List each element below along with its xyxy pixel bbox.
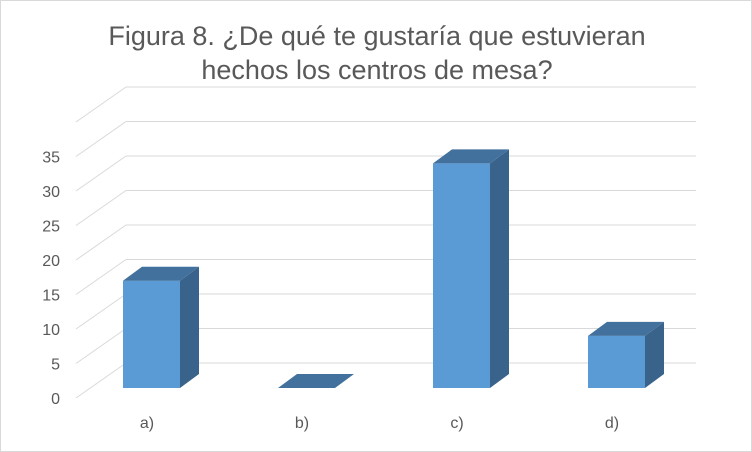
y-tick-label: 25 xyxy=(42,219,60,236)
bar-top xyxy=(588,321,664,336)
chart-title: Figura 8. ¿De qué te gustaría que estuvi… xyxy=(1,19,752,87)
bar-front xyxy=(123,280,180,388)
bar-side xyxy=(645,321,664,388)
gridline-wall xyxy=(75,259,127,295)
bar-top xyxy=(278,374,354,388)
x-category-label: d) xyxy=(605,415,619,432)
y-tick-label: 10 xyxy=(42,322,60,339)
bar-front xyxy=(433,163,490,388)
bar-front xyxy=(588,335,645,388)
gridline-wall xyxy=(75,362,127,399)
gridline-wall xyxy=(75,86,127,123)
gridline-wall xyxy=(75,224,127,261)
x-category-label: c) xyxy=(450,415,463,432)
y-tick-label: 5 xyxy=(51,357,60,374)
bar-side xyxy=(180,266,199,388)
x-category-label: a) xyxy=(140,415,154,432)
gridline-wall xyxy=(75,328,127,364)
x-category-label: b) xyxy=(295,415,309,432)
chart-title-line-1: Figura 8. ¿De qué te gustaría que estuvi… xyxy=(108,21,646,51)
y-tick-label: 15 xyxy=(42,288,60,305)
y-tick-label: 0 xyxy=(51,391,60,408)
y-tick-label: 20 xyxy=(42,253,60,270)
bar-top xyxy=(123,266,199,281)
bar-side xyxy=(490,149,509,388)
gridline-wall xyxy=(75,155,127,192)
gridline-wall xyxy=(75,190,127,226)
chart-title-line-2: hechos los centros de mesa? xyxy=(201,55,553,85)
gridline-wall xyxy=(75,293,127,330)
y-tick-label: 30 xyxy=(42,184,60,201)
y-tick-label: 35 xyxy=(42,150,60,167)
bar-top xyxy=(433,149,509,164)
gridline-wall xyxy=(75,121,127,157)
